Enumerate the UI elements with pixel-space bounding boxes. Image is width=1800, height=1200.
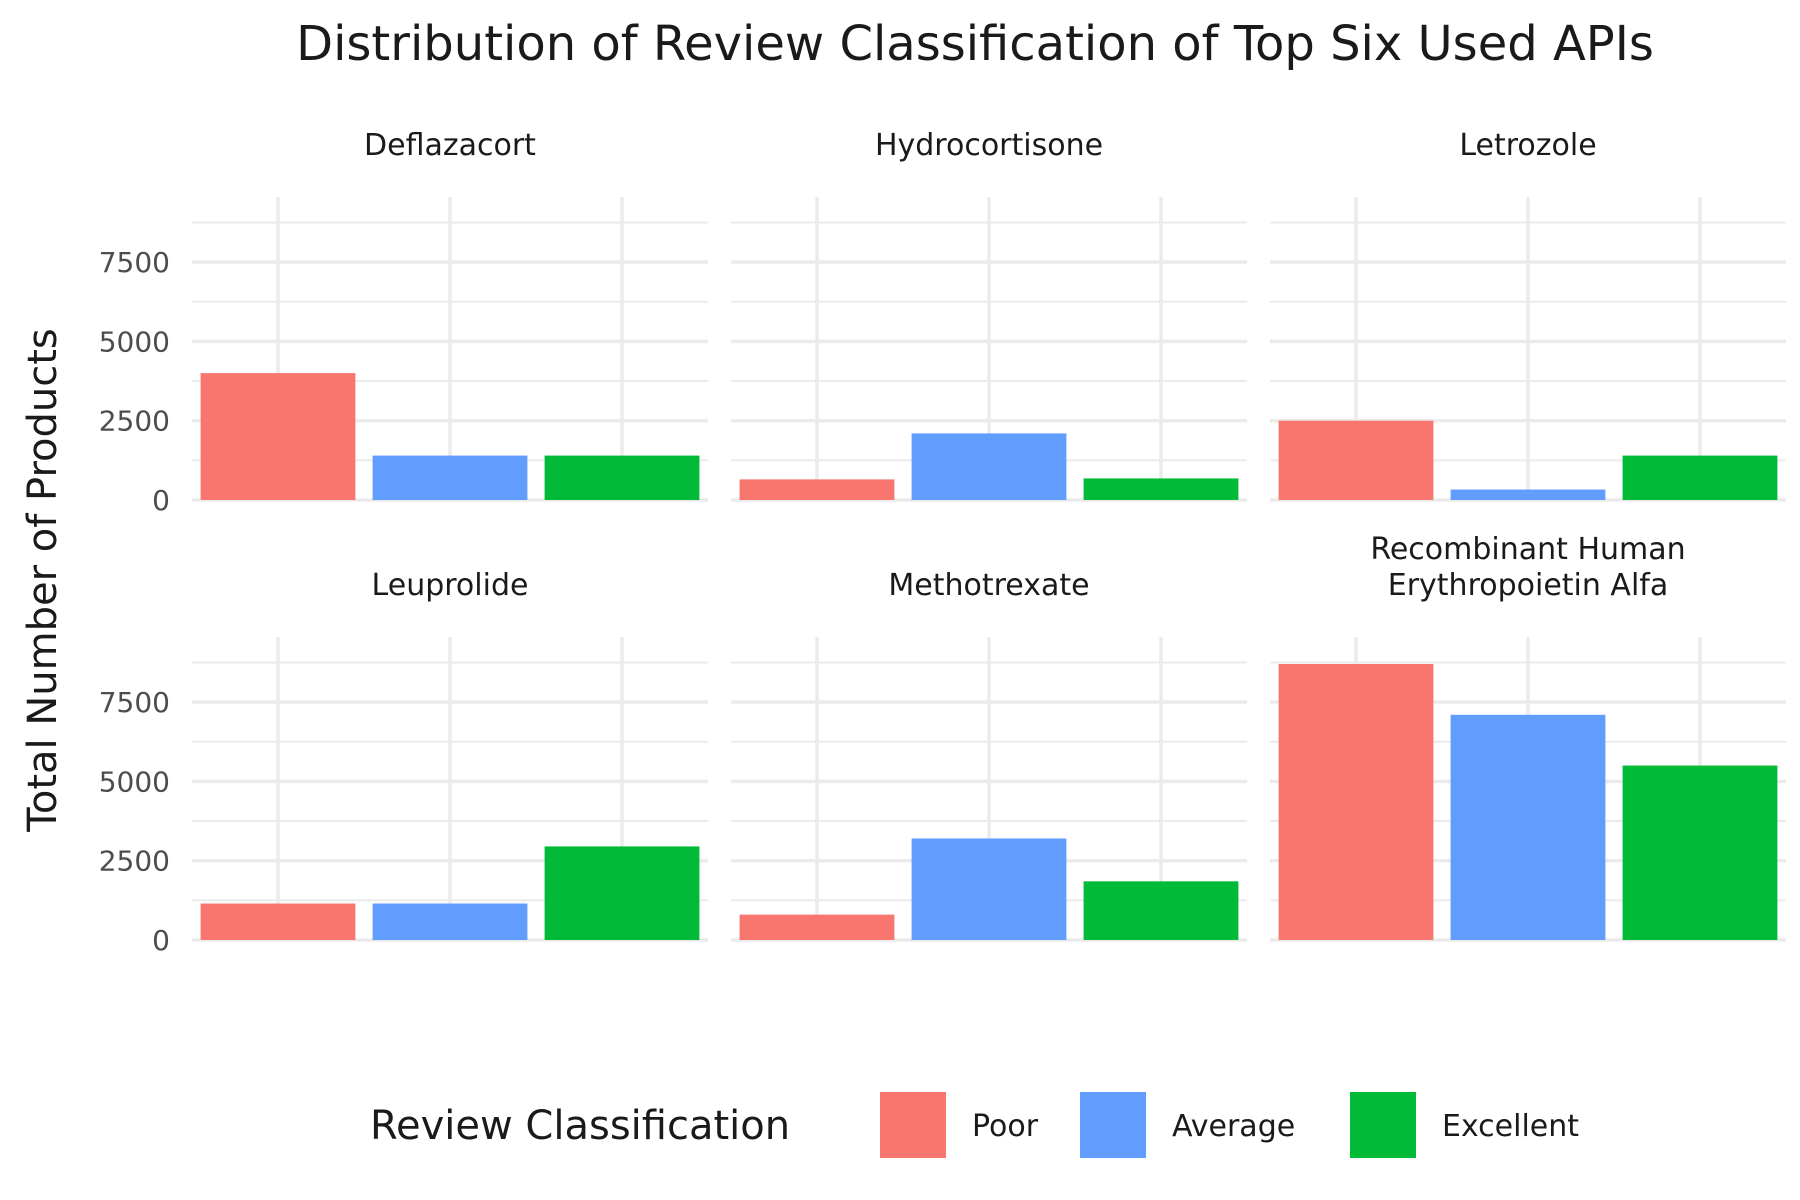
bar-average (911, 433, 1067, 500)
facet-title: Letrozole (1459, 128, 1596, 163)
legend: Review Classification Poor Average Excellen… (370, 1092, 1579, 1158)
bar-poor (739, 479, 895, 500)
y-tick-label: 5000 (99, 325, 170, 358)
facet-panel: Leuprolide 0 2500 5000 7500 (99, 568, 708, 957)
legend-item: Excellent (1350, 1092, 1579, 1158)
bar-excellent (1083, 478, 1239, 500)
facet-panel: Hydrocortisone (731, 128, 1247, 502)
facet-title: Recombinant Human (1370, 532, 1685, 567)
legend-key (1080, 1092, 1146, 1158)
bar-poor (1278, 664, 1434, 940)
legend-item: Average (1080, 1092, 1295, 1158)
y-tick-label: 7500 (99, 246, 170, 279)
bar-average (1450, 489, 1606, 500)
bar-average (372, 455, 528, 500)
facet-panel: Letrozole (1270, 128, 1786, 502)
facet-title: Deflazacort (364, 128, 536, 163)
y-tick-label: 2500 (99, 845, 170, 878)
y-axis-title: Total Number of Products (20, 328, 66, 833)
legend-label: Average (1172, 1109, 1295, 1144)
legend-title: Review Classification (370, 1103, 790, 1149)
facet-panel: Deflazacort 0 2500 5000 7500 (99, 128, 708, 517)
facet-title: Leuprolide (372, 568, 529, 603)
bar-poor (1278, 420, 1434, 500)
facet-panel: Methotrexate (731, 568, 1247, 942)
chart-title: Distribution of Review Classification of… (296, 16, 1654, 72)
y-tick-label: 5000 (99, 765, 170, 798)
bar-poor (200, 373, 356, 500)
bar-excellent (1083, 881, 1239, 940)
facet-title: Hydrocortisone (875, 128, 1103, 163)
facets-group: Deflazacort 0 2500 5000 7500 Hydrocortisone Le… (99, 128, 1786, 957)
bar-poor (200, 903, 356, 940)
y-tick-label: 0 (152, 484, 170, 517)
y-tick-label: 0 (152, 924, 170, 957)
facet-title: Erythropoietin Alfa (1388, 568, 1669, 603)
bar-excellent (544, 455, 700, 500)
legend-key (880, 1092, 946, 1158)
bar-excellent (1622, 455, 1778, 500)
y-tick-label: 2500 (99, 405, 170, 438)
bar-excellent (1622, 765, 1778, 940)
bar-average (372, 903, 528, 940)
bar-excellent (544, 846, 700, 940)
legend-key (1350, 1092, 1416, 1158)
bar-average (911, 838, 1067, 940)
legend-label: Poor (972, 1109, 1039, 1144)
legend-item: Poor (880, 1092, 1039, 1158)
y-tick-label: 7500 (99, 686, 170, 719)
facet-title: Methotrexate (888, 568, 1089, 603)
bar-average (1450, 714, 1606, 940)
bar-poor (739, 914, 895, 940)
legend-label: Excellent (1442, 1109, 1579, 1144)
